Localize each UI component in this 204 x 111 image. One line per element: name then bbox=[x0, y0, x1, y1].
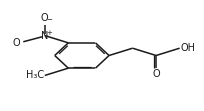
Text: O: O bbox=[41, 13, 49, 23]
Text: +: + bbox=[46, 30, 52, 36]
Text: −: − bbox=[46, 17, 52, 23]
Text: O: O bbox=[13, 38, 20, 48]
Text: OH: OH bbox=[181, 43, 196, 53]
Text: O: O bbox=[152, 69, 160, 79]
Text: N: N bbox=[41, 31, 49, 41]
Text: H₃C: H₃C bbox=[26, 70, 44, 80]
